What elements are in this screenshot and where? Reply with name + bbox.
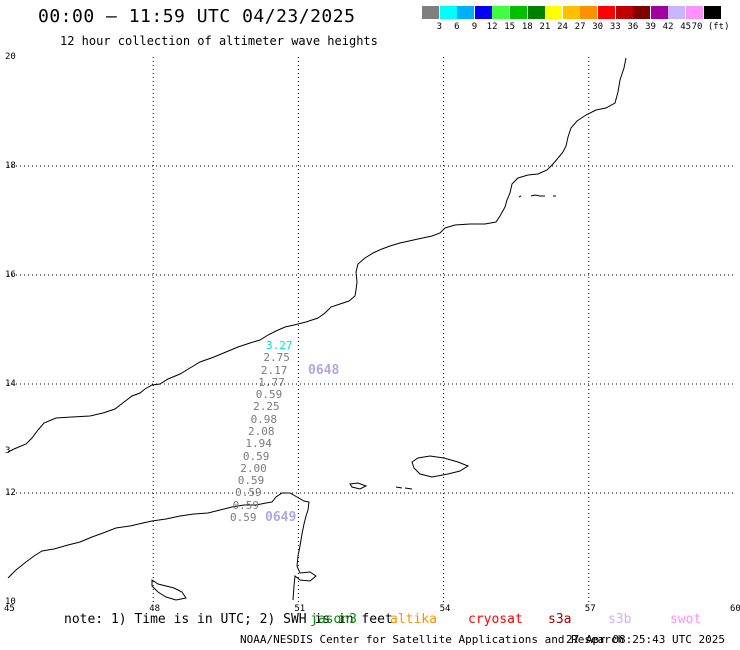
legend-cryosat: cryosat: [468, 612, 523, 627]
color-swatch: [474, 6, 492, 19]
color-scale-label: 3: [436, 22, 442, 32]
color-swatch: [562, 6, 580, 19]
color-scale-label: 45: [680, 22, 692, 32]
longitude-tick: 48: [149, 604, 161, 614]
color-swatch: [527, 6, 545, 19]
coastline-arabian-peninsula: [7, 57, 627, 453]
small-islands: [151, 194, 556, 601]
pass-id-label: 0649: [265, 510, 297, 525]
coastline-somalia: [7, 492, 317, 601]
generation-timestamp: 27 Apr 08:25:43 UTC 2025: [566, 633, 725, 646]
color-swatch: [615, 6, 633, 19]
color-swatch: [492, 6, 510, 19]
latitude-tick: 18: [5, 161, 16, 171]
swh-value-label: 1.77: [258, 375, 285, 389]
color-scale-label: 21: [539, 22, 551, 32]
latitude-tick: 16: [5, 270, 16, 280]
swh-value-label: 1.94: [245, 437, 272, 451]
legend-s3a: s3a: [548, 612, 572, 627]
swh-value-label: 2.08: [248, 425, 275, 438]
legend-swot: swot: [670, 612, 702, 627]
map-subtitle: 12 hour collection of altimeter wave hei…: [60, 34, 378, 48]
swh-value-label: 2.00: [240, 461, 267, 475]
color-swatch: [439, 6, 457, 19]
color-scale-label: 27: [574, 22, 586, 32]
color-scale-label: 9: [471, 22, 478, 32]
color-scale-label: 24: [557, 22, 568, 32]
color-swatch: [422, 6, 439, 19]
color-swatch: [580, 6, 598, 19]
color-scale-label: 18: [521, 22, 533, 32]
lat-lon-grid: [8, 57, 734, 602]
color-scale-label: 42: [662, 22, 674, 32]
agency-credit: NOAA/NESDIS Center for Satellite Applica…: [240, 633, 625, 646]
color-swatch: [598, 6, 615, 19]
map-title: 00:00 – 11:59 UTC 04/23/2025: [38, 6, 356, 27]
color-scale-label: 6: [454, 22, 460, 32]
color-scale-label: 15: [504, 22, 516, 32]
color-scale-label: 39: [645, 22, 656, 32]
swh-value-label: 2.75: [263, 351, 290, 365]
swh-value-label: 0.98: [250, 412, 278, 426]
swh-value-label: 0.59: [235, 486, 262, 500]
swh-value-label: 2.17: [260, 363, 288, 377]
color-swatch: [686, 6, 703, 19]
swh-value-label: 0.59: [242, 449, 270, 463]
swh-value-label: 2.25: [253, 400, 280, 414]
swh-value-label: 3.27: [266, 339, 293, 352]
color-scale-label: 70 (ft): [691, 22, 730, 32]
latitude-tick: 20: [5, 52, 16, 62]
color-swatch: [633, 6, 651, 19]
color-swatch: [668, 6, 686, 19]
longitude-tick: 60: [730, 604, 740, 614]
color-scale-label: 33: [609, 22, 621, 32]
socotra-island: [411, 455, 470, 478]
longitude-tick: 45: [4, 604, 15, 614]
color-swatch: [703, 6, 721, 19]
latitude-tick: 10: [5, 597, 16, 607]
longitude-tick: 57: [584, 604, 596, 614]
color-scale-label: 36: [627, 22, 639, 32]
units-note: note: 1) Time is in UTC; 2) SWH is in fe…: [64, 612, 393, 627]
pass-id-label: 0648: [308, 363, 340, 378]
legend-jason3: jason3: [310, 612, 357, 627]
color-scale-label: 30: [592, 22, 604, 32]
swh-value-label: 0.59: [230, 511, 257, 524]
color-scale-label: 12: [486, 22, 498, 32]
legend-s3b: s3b: [608, 612, 632, 627]
map-frame: [8, 57, 734, 602]
longitude-tick: 51: [294, 604, 306, 614]
latitude-tick: 14: [5, 379, 16, 389]
legend-altika: altika: [390, 612, 437, 627]
swh-value-label: 0.59: [232, 498, 260, 512]
swh-value-label: 0.59: [237, 474, 265, 488]
longitude-tick: 54: [439, 604, 451, 614]
color-swatch: [650, 6, 668, 19]
color-swatch: [457, 6, 475, 19]
latitude-tick: 12: [5, 488, 16, 498]
latitude-tick: 3: [5, 446, 11, 456]
swh-value-label: 0.59: [255, 388, 283, 402]
color-swatch: [510, 6, 527, 19]
color-swatch: [545, 6, 563, 19]
